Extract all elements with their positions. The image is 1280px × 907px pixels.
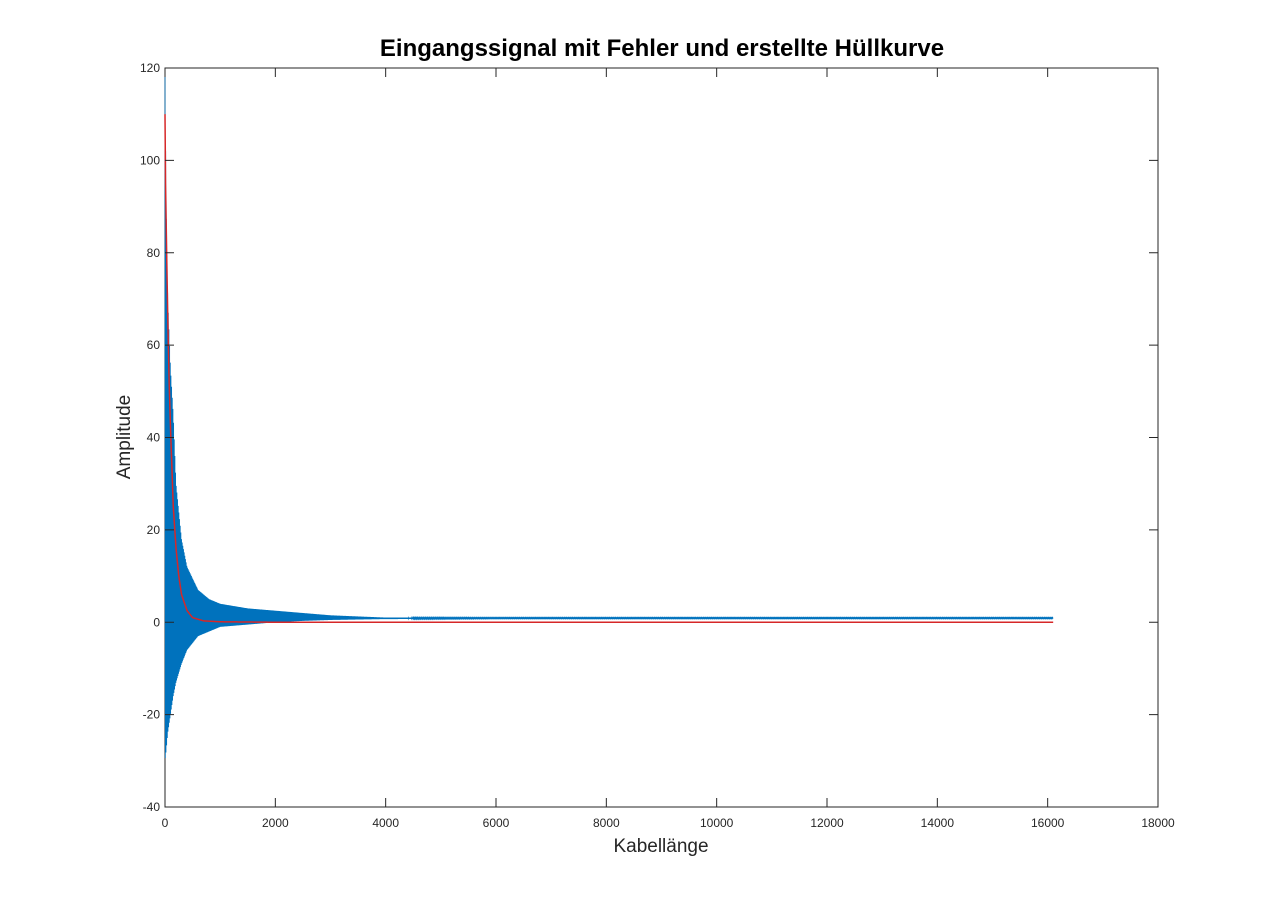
x-tick-label: 16000	[1031, 816, 1065, 830]
x-tick-label: 10000	[700, 816, 734, 830]
signal-series-line	[164, 67, 1054, 759]
y-tick-label: 0	[153, 615, 160, 629]
ticks-layer: 0 2000 4000 6000 8000 10000 12000 14000 16000 180…	[140, 61, 1175, 830]
x-tick-label: 0	[162, 816, 169, 830]
x-axis-label: Kabellänge	[613, 836, 708, 857]
y-tick-label: 20	[147, 523, 161, 537]
y-tick-label: 100	[140, 153, 160, 167]
y-tick-label: 40	[147, 431, 161, 445]
axes-box	[164, 67, 1159, 808]
y-tick-label: -20	[143, 708, 161, 722]
x-tick-label: 12000	[810, 816, 844, 830]
y-tick-label: 60	[147, 338, 161, 352]
envelope-series-line	[164, 114, 1054, 623]
x-tick-label: 6000	[483, 816, 510, 830]
y-tick-label: 120	[140, 61, 160, 75]
plot-area: 0 2000 4000 6000 8000 10000 12000 14000 16000 180…	[140, 61, 1175, 830]
chart-title: Eingangssignal mit Fehler und erstellte …	[380, 35, 944, 62]
y-tick-label: -40	[143, 800, 161, 814]
y-tick-label: 80	[147, 246, 161, 260]
series-layer	[164, 67, 1054, 759]
x-tick-label: 8000	[593, 816, 620, 830]
x-tick-label: 18000	[1141, 816, 1175, 830]
x-tick-label: 14000	[921, 816, 955, 830]
y-axis-label: Amplitude	[114, 395, 135, 480]
x-tick-label: 2000	[262, 816, 289, 830]
x-tick-label: 4000	[372, 816, 399, 830]
